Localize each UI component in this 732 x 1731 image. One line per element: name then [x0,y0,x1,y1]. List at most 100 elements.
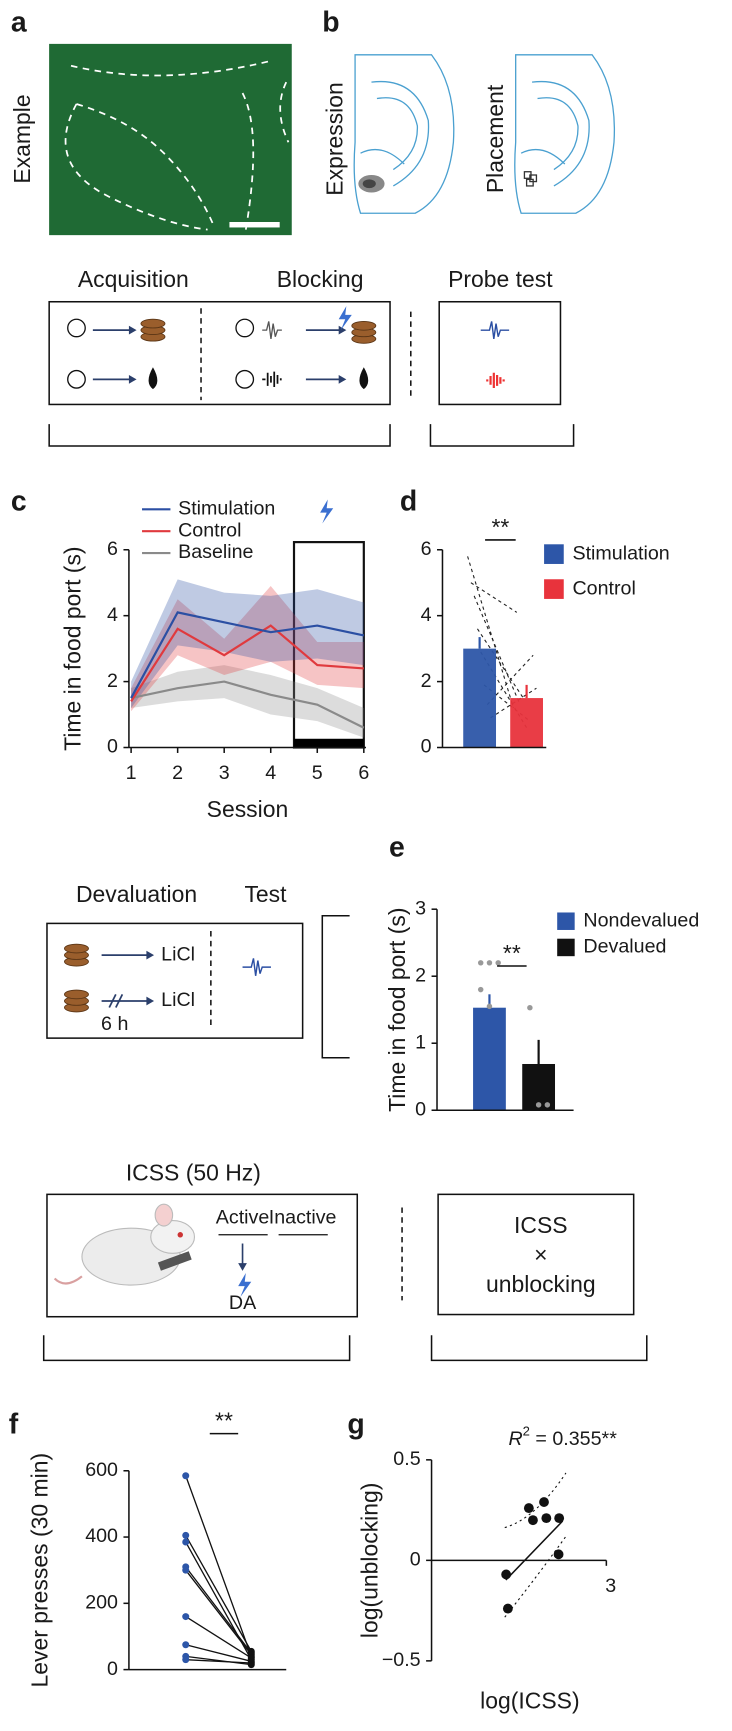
stat-part: R [508,1428,522,1450]
y-tick-label: 0 [415,1098,426,1120]
data-point [495,960,501,966]
significance-label: ** [503,940,521,966]
legend-label: Stimulation [178,498,275,520]
legend-swatch [557,912,575,930]
legend-swatch [557,938,575,957]
data-point [544,1102,551,1108]
data-point [523,1503,534,1514]
phase-label: Blocking [277,266,364,292]
legend-label: Stimulation [572,542,669,564]
data-point [541,1513,552,1524]
histology-image [49,43,292,236]
y-tick-label: 3 [415,897,426,919]
brain-section [353,54,616,214]
y-tick-label: 2 [415,964,426,986]
data-point [182,1538,190,1546]
series-line [130,611,365,699]
x-tick-label: 2 [172,762,183,784]
icss-schematic [42,1193,648,1362]
data-point [182,1656,190,1664]
paired-line [185,1475,252,1657]
paired-line [476,628,524,699]
data-point [554,1513,565,1524]
legend-label: Control [572,577,635,599]
x-tick-label: 5 [312,762,323,784]
x-tick-label: 1 [126,762,137,784]
delay-label: 6 h [101,1013,128,1035]
y-tick-label: −0.5 [382,1649,421,1671]
error-band [131,586,364,712]
data-point [182,1641,190,1649]
devaluation-schematic [46,914,350,1059]
data-point [528,1515,538,1526]
y-axis-label: log(unblocking) [357,1483,383,1639]
y-tick-label: 2 [421,670,432,692]
y-tick-label: 0 [421,736,432,758]
y-tick-label: 400 [85,1525,118,1547]
stat-annotation: R2 = 0.355** [508,1424,617,1450]
y-tick-label: 4 [107,604,118,626]
x-axis-label: log(ICSS) [480,1687,579,1713]
icss-title: ICSS (50 Hz) [126,1160,261,1186]
data-point [477,986,484,993]
paired-line [470,582,518,613]
y-tick-label: 600 [85,1459,118,1481]
data-point [539,1497,549,1507]
significance-label: ** [491,514,509,540]
legend-swatch [544,544,564,564]
legend-label: Nondevalued [583,909,699,931]
legend-swatch [544,579,564,599]
paired-line [185,1535,252,1652]
y-tick-label: 0.5 [393,1448,420,1470]
signal-label: DA [229,1292,257,1314]
lever-label: Active [216,1207,270,1229]
blocking-schematic [48,300,575,447]
box-line: × [534,1242,547,1268]
expression-label: Expression [322,82,348,195]
paired-line [185,1616,252,1659]
box-line: unblocking [486,1271,596,1297]
y-tick-label: 1 [415,1031,426,1053]
y-tick-label: 6 [107,538,118,560]
phase-label: Probe test [448,266,553,292]
data-point [535,1102,542,1108]
lever-label: Inactive [269,1207,337,1229]
phase-label: Acquisition [78,266,189,292]
paired-line [185,1655,252,1666]
paired-line [486,654,534,706]
stat-part: = 0.355** [530,1428,617,1450]
outcome-label: LiCl [161,989,195,1011]
x-tick-label: 3 [219,762,230,784]
panel-letter: d [400,485,417,517]
fit-line [505,1520,564,1581]
stat-part: 2 [523,1424,530,1439]
significance-label: ** [215,1408,233,1434]
highlight-bar [294,738,364,748]
data-point [486,960,493,966]
paired-line [185,1566,252,1654]
data-point [486,1003,493,1010]
data-point [182,1472,190,1480]
box-line: ICSS [514,1212,568,1238]
data-point [527,1004,533,1011]
x-tick-label: 6 [358,762,369,784]
y-axis-label: Lever presses (30 min) [27,1453,53,1688]
data-point [182,1613,190,1621]
panel-letter: f [9,1408,19,1440]
series-line [130,680,365,729]
data-point [502,1603,513,1614]
stimulation-icon [320,499,334,524]
outcome-label: LiCl [161,943,195,965]
y-axis-label: Time in food port (s) [59,546,85,750]
y-tick-label: 0 [410,1549,421,1571]
data-point [553,1549,564,1560]
y-tick-label: 0 [107,1658,118,1680]
legend-label: Devalued [583,936,666,958]
panel-letter: g [347,1408,364,1440]
y-tick-label: 6 [421,538,432,560]
paired-line [185,1659,252,1664]
x-tick-label: 4 [265,762,276,784]
data-point [182,1531,190,1539]
placement-label: Placement [482,84,508,193]
panel-letter: c [11,485,27,517]
